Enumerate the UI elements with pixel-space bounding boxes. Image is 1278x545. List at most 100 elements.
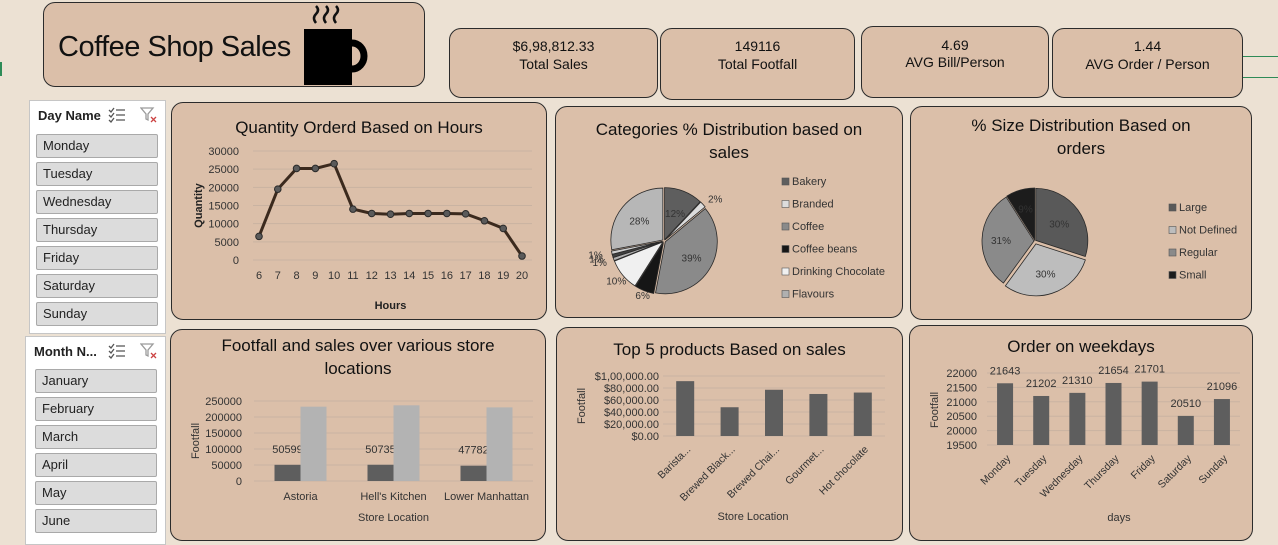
data-label: 21310	[1062, 375, 1093, 387]
pie-slice	[655, 208, 718, 295]
slicer-item-june[interactable]: June	[35, 509, 157, 533]
bar	[486, 407, 513, 481]
slicer-item-monday[interactable]: Monday	[36, 134, 158, 158]
data-label: 30%	[1035, 269, 1055, 280]
y-tick-label: 21000	[946, 397, 977, 409]
data-point	[273, 185, 282, 193]
x-tick-label: Tuesday	[1013, 452, 1050, 489]
clear-filter-icon[interactable]	[140, 343, 158, 359]
weekday-orders-chart-panel: Order on weekdays 22000 21500 21000 20500 20…	[909, 325, 1253, 541]
slicer-item-january[interactable]: January	[35, 369, 157, 393]
kpi-avg-order: 1.44 AVG Order / Person	[1052, 28, 1243, 98]
chart-title: Order on weekdays	[1007, 337, 1155, 356]
data-label: 47782	[458, 445, 489, 457]
kpi-label: Total Sales	[519, 56, 588, 72]
legend-label: Flavours	[792, 289, 835, 301]
store-location-chart: 250000 200000 150000 100000 50000 0 50599 Astor…	[190, 396, 533, 524]
y-tick-label: 5000	[215, 237, 239, 249]
slicer-item-march[interactable]: March	[35, 425, 157, 449]
data-point	[480, 216, 489, 225]
x-tick-label: 14	[403, 270, 415, 282]
coffee-cup-icon	[304, 5, 368, 85]
y-axis-label: Quantity	[193, 182, 205, 227]
x-tick-label: 6	[256, 270, 262, 282]
kpi-value: $6,98,812.33	[512, 38, 595, 54]
data-label: 12%	[665, 209, 685, 220]
legend-swatch	[1168, 226, 1177, 234]
category-distribution-chart-panel: Categories % Distribution based on sales…	[555, 106, 903, 318]
page-title: Coffee Shop Sales	[58, 31, 291, 63]
bar	[1069, 392, 1086, 445]
x-axis-label: Store Location	[358, 512, 429, 524]
multi-select-icon[interactable]	[108, 343, 126, 359]
bar	[300, 406, 327, 481]
bar	[720, 407, 739, 436]
y-tick-label: 250000	[205, 396, 242, 408]
legend-label: Small	[1179, 270, 1207, 282]
y-tick-label: 25000	[208, 164, 239, 176]
legend-swatch	[781, 267, 790, 276]
x-axis-label: days	[1107, 512, 1131, 524]
y-axis-label: Footfall	[929, 392, 941, 428]
chart-title: Categories % Distribution based on sales	[595, 120, 863, 162]
slicer-item-thursday[interactable]: Thursday	[36, 218, 158, 242]
x-tick-label: 19	[497, 270, 509, 282]
slicer-item-april[interactable]: April	[35, 453, 157, 477]
bar	[809, 393, 828, 436]
clear-filter-icon[interactable]	[140, 107, 158, 123]
bar	[997, 383, 1014, 445]
slicer-title: Month N...	[34, 344, 97, 359]
y-tick-label: 19500	[946, 440, 977, 452]
pie-slice	[635, 242, 664, 294]
kpi-label: Total Footfall	[717, 56, 798, 72]
legend-swatch	[1168, 203, 1177, 212]
slicer-item-tuesday[interactable]: Tuesday	[36, 162, 158, 186]
slicer-item-february[interactable]: February	[35, 397, 157, 421]
data-label: 21643	[990, 365, 1021, 377]
legend-label: Bakery	[792, 176, 827, 188]
kpi-label: AVG Bill/Person	[905, 54, 1005, 70]
data-point	[461, 210, 470, 218]
slicer-item-friday[interactable]: Friday	[36, 246, 158, 270]
slicer-item-saturday[interactable]: Saturday	[36, 274, 158, 298]
y-tick-label: 15000	[208, 201, 239, 213]
y-tick-label: 10000	[208, 219, 239, 231]
data-point	[349, 205, 357, 213]
data-point	[330, 159, 338, 168]
day-name-slicer: Day Name Monday Tuesday Wednesday Thursd…	[29, 100, 166, 334]
legend-label: Large	[1179, 202, 1207, 214]
kpi-value: 1.44	[1133, 38, 1162, 54]
bar	[367, 464, 394, 481]
slicer-item-wednesday[interactable]: Wednesday	[36, 190, 158, 214]
y-tick-label: 30000	[208, 146, 239, 158]
chart-title: % Size Distribution Based on orders	[971, 116, 1191, 158]
y-tick-label: 0	[233, 255, 239, 267]
legend-swatch	[1168, 248, 1177, 257]
multi-select-icon[interactable]	[108, 107, 126, 123]
data-point	[311, 164, 320, 173]
pie-slice	[1006, 187, 1036, 242]
bar	[676, 381, 695, 436]
slicer-item-sunday[interactable]: Sunday	[36, 302, 158, 326]
data-label: 50735	[365, 444, 396, 456]
bar	[1033, 395, 1050, 445]
data-point	[255, 232, 263, 241]
category-distribution-chart: 12%2%39%6%10%1%1%1%28%BakeryBrandedCoffe…	[588, 176, 885, 302]
top-products-chart-panel: Top 5 products Based on sales $1,00,000.…	[556, 327, 903, 541]
x-tick-label: 15	[422, 270, 434, 282]
data-label: 39%	[682, 253, 702, 264]
weekday-orders-chart: 22000 21500 21000 20500 20000 19500 21643 Monda…	[929, 364, 1240, 524]
x-tick-label: 17	[460, 270, 472, 282]
x-tick-label: Hell's Kitchen	[360, 491, 426, 503]
x-tick-label: 18	[478, 270, 490, 282]
slicer-item-may[interactable]: May	[35, 481, 157, 505]
data-point	[499, 224, 508, 233]
size-distribution-chart-panel: % Size Distribution Based on orders 30% 3…	[910, 106, 1252, 320]
bar	[853, 392, 872, 436]
legend-swatch	[781, 200, 790, 208]
y-tick-label: 22000	[946, 368, 977, 380]
store-location-chart-panel: Footfall and sales over various store lo…	[170, 329, 546, 541]
y-tick-label: $60,000.00	[604, 395, 659, 407]
y-axis-label: Footfall	[190, 423, 202, 459]
data-label: 1%	[588, 251, 603, 262]
